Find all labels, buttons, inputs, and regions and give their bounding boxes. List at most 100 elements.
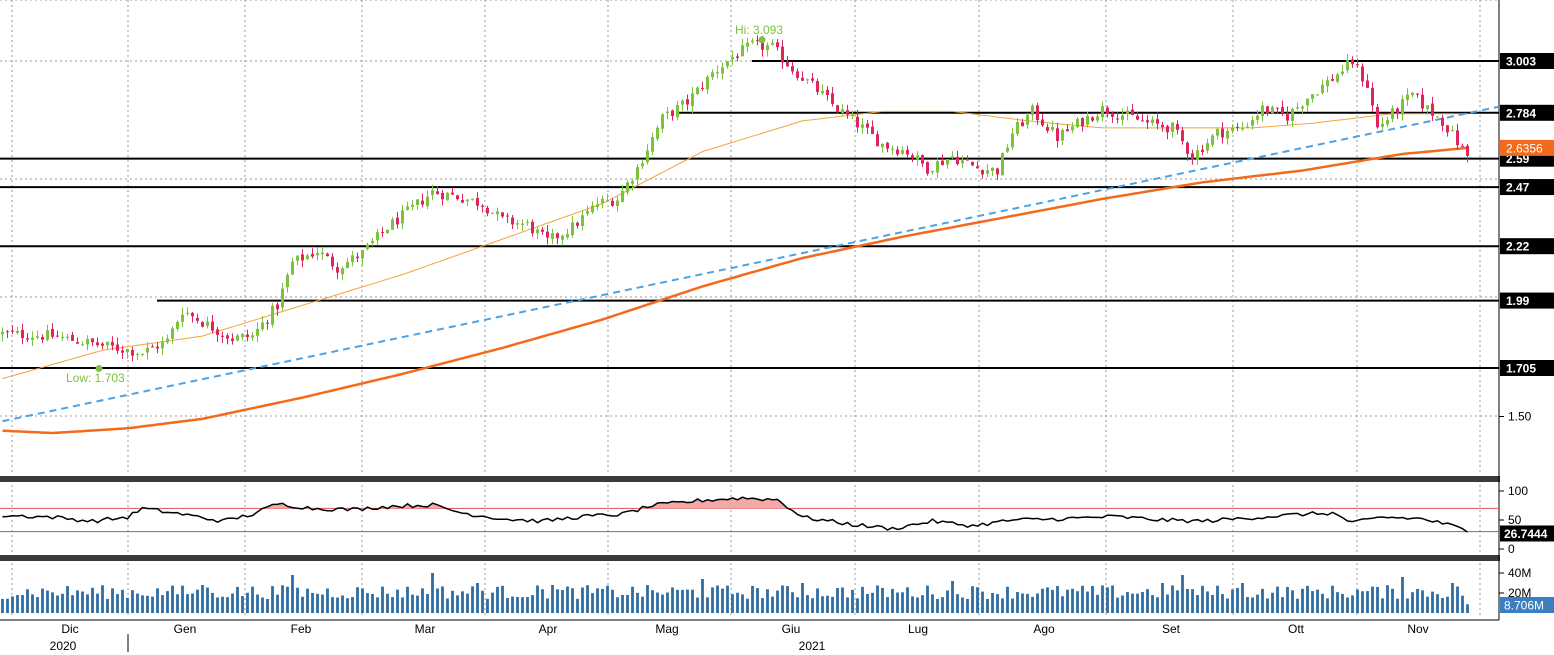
candle [76,337,79,344]
candle-body [1411,92,1414,96]
candle-body [1276,107,1279,109]
volume-bar [816,588,819,613]
candle-body [941,160,944,165]
volume-bar [1071,588,1074,613]
candle-body [956,156,959,165]
candle-body [66,336,69,338]
volume-bar [276,594,279,613]
candle-body [636,167,639,180]
candle-body [541,229,544,232]
volume-bar [771,596,774,613]
candle [896,146,899,157]
candle [91,338,94,347]
price-level-badge: 1.99 [1500,292,1554,309]
candle-body [811,78,814,81]
volume-bar [1371,586,1374,613]
candle [1321,79,1324,95]
candle-body [31,337,34,340]
volume-bar [106,598,109,613]
volume-bar [1256,594,1259,613]
volume-bar [621,594,624,613]
candle [416,199,419,210]
candle [281,282,284,311]
candle-body [1456,130,1459,146]
volume-bar [1446,596,1449,613]
candle [1011,127,1014,151]
candle [1356,58,1359,68]
candle [346,257,349,269]
rsi-panel: 100 50 026.7444 [0,484,1554,556]
candle [891,145,894,155]
candle [31,331,34,347]
volume-bar [421,588,424,613]
candle [276,302,279,316]
candle-body [476,197,479,206]
candle-body [166,338,169,343]
candle [1,327,4,342]
candle-body [1351,59,1354,65]
candle-body [161,341,164,349]
candle [701,81,704,91]
candle [366,242,369,251]
volume-bar [1101,585,1104,613]
candle-body [481,205,484,207]
candle-body [1271,107,1274,114]
candle-body [81,344,84,346]
candle [931,170,934,175]
candle-body [1446,125,1449,133]
volume-bar [406,586,409,613]
candle-body [756,40,759,42]
volume-bar [1426,596,1429,613]
badge-bg [1500,292,1554,309]
candle-body [151,346,154,348]
candle [1456,123,1459,151]
volume-bar [806,595,809,613]
candle [466,199,469,207]
volume-bar [961,597,964,613]
volume-bar [851,589,854,613]
candle [1196,145,1199,165]
candle-body [221,335,224,337]
volume-bar [896,592,899,613]
candle-body [551,233,554,239]
volume-bar [476,583,479,613]
volume-bar [541,589,544,613]
candle-body [26,338,29,340]
candle [1381,117,1384,131]
volume-bar [1341,593,1344,613]
volume-bar [1391,588,1394,613]
volume-bar [951,581,954,613]
volume-bar [496,586,499,613]
candle [671,109,674,121]
candle-body [1101,106,1104,118]
candle-body [156,346,159,349]
candle-body [441,192,444,200]
volume-bar [1146,589,1149,613]
candle-body [1061,130,1064,141]
candle [956,150,959,166]
candle-body [1126,110,1129,114]
volume-bar [1421,590,1424,613]
volume-bar [506,597,509,613]
volume-bar [266,598,269,613]
candle [6,330,9,339]
candle-body [366,244,369,249]
candle-body [506,215,509,217]
volume-bar [846,597,849,613]
candle [166,334,169,344]
candle [1431,96,1434,122]
candle [696,86,699,96]
candle-body [486,207,489,214]
volume-bar [1081,585,1084,613]
candle-body [646,150,649,163]
candle [156,342,159,354]
candle [1056,122,1059,148]
candle [1466,143,1469,163]
price-level-badge: 2.22 [1500,238,1554,255]
candle [686,94,689,111]
volume-bar [666,592,669,613]
candle-body [1291,108,1294,121]
candle-body [1176,123,1179,130]
volume-bar [681,589,684,613]
candle-body [231,338,234,341]
